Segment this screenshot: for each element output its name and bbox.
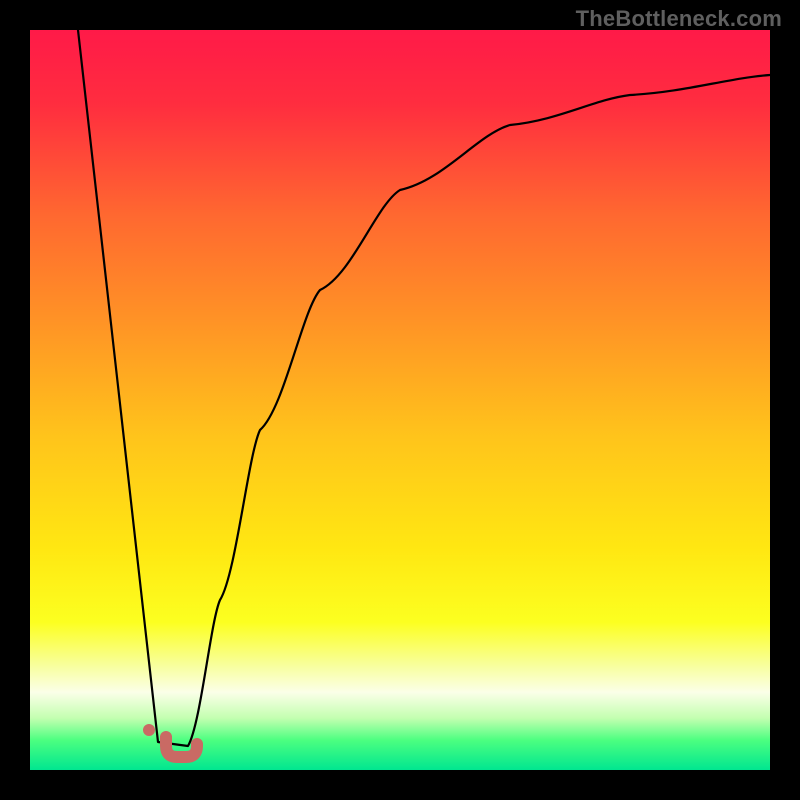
bottleneck-curve <box>30 30 770 770</box>
watermark-text: TheBottleneck.com <box>576 6 782 32</box>
valley-marker-blob <box>166 737 197 757</box>
valley-marker-dot <box>143 724 155 736</box>
chart-frame: TheBottleneck.com <box>0 0 800 800</box>
plot-area <box>30 30 770 770</box>
